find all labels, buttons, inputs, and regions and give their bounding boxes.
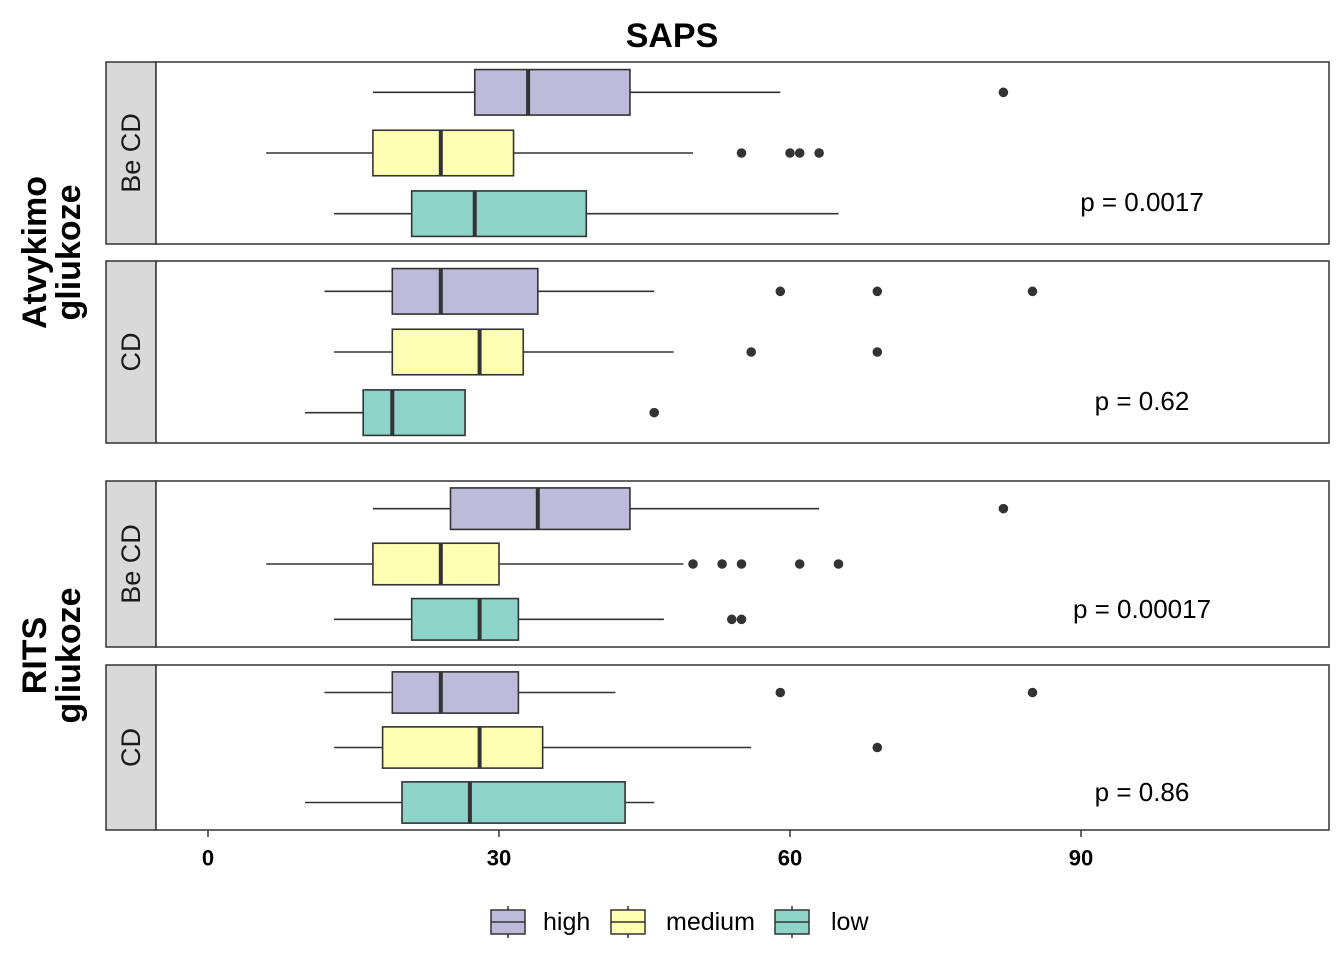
box-medium (391, 328, 525, 376)
p-value-label: p = 0.00017 (1073, 594, 1211, 624)
outlier-point (785, 148, 795, 158)
group-label-line: RITS (16, 617, 54, 694)
box-low (410, 597, 520, 641)
box-high (391, 671, 520, 714)
outlier-point (872, 347, 883, 357)
group-label-line: gliukoze (50, 587, 88, 723)
panel-strip (105, 61, 157, 245)
box-high (391, 267, 539, 315)
strip-label: CD (116, 333, 146, 372)
panel-strip (105, 260, 157, 444)
group-label-line: gliukoze (50, 184, 88, 320)
outlier-point (736, 614, 747, 625)
x-tick-label: 0 (202, 846, 214, 871)
outlier-point (872, 286, 883, 297)
outlier-point (1027, 687, 1038, 698)
box-low (401, 781, 626, 824)
strip-label: Be CD (116, 113, 146, 193)
outlier-point (998, 503, 1009, 514)
outlier-point (736, 148, 747, 158)
outlier-point (794, 148, 805, 158)
group-label-0: Atvykimogliukoze (16, 176, 88, 329)
chart-title: SAPS (626, 17, 719, 55)
x-tick-label: 90 (1069, 846, 1093, 871)
p-value-label: p = 0.62 (1095, 386, 1190, 416)
box-low (410, 190, 588, 238)
outlier-point (998, 87, 1009, 98)
outlier-point (775, 687, 786, 698)
box-high (473, 68, 631, 116)
legend-label: medium (666, 908, 755, 936)
outlier-point (872, 742, 883, 753)
x-tick-label: 30 (487, 846, 511, 871)
outlier-point (736, 559, 747, 569)
p-value-label: p = 0.0017 (1080, 187, 1204, 217)
strip-label: Be CD (116, 524, 146, 604)
outlier-point (1027, 286, 1038, 297)
box-medium (381, 726, 544, 769)
outlier-point (717, 559, 727, 569)
box-low (362, 389, 466, 437)
p-value-label: p = 0.86 (1095, 777, 1190, 807)
legend-label: low (831, 908, 869, 936)
outlier-point (833, 559, 844, 569)
panel-strip (105, 664, 157, 831)
outlier-point (775, 286, 786, 297)
x-tick-label: 60 (778, 846, 802, 871)
outlier-point (794, 559, 805, 569)
outlier-point (814, 148, 824, 158)
group-label-line: Atvykimo (16, 176, 54, 329)
outlier-point (649, 407, 659, 418)
box-medium (372, 542, 500, 586)
group-label-1: RITSgliukoze (16, 587, 88, 723)
outlier-point (746, 347, 756, 357)
outlier-point (727, 614, 737, 625)
legend-label: high (543, 908, 590, 936)
outlier-point (688, 559, 698, 569)
strip-label: CD (116, 728, 146, 767)
box-high (449, 487, 631, 531)
box-medium (372, 129, 515, 177)
